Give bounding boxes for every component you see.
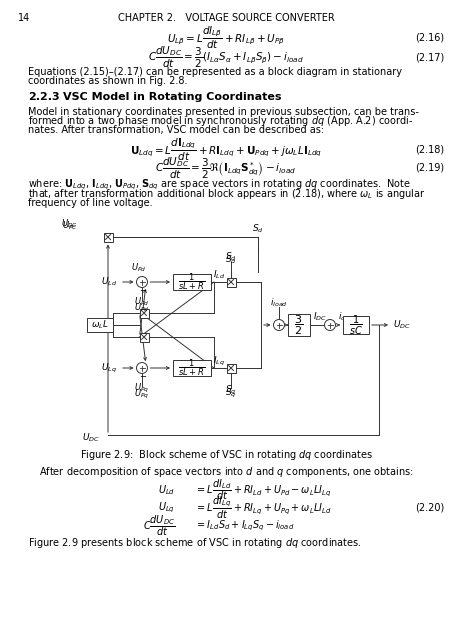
Text: $-$: $-$ <box>139 285 147 294</box>
Text: $U_{Pd}$: $U_{Pd}$ <box>134 296 149 308</box>
Text: $S_d$: $S_d$ <box>252 223 264 236</box>
Text: $\dfrac{1}{sL+R}$: $\dfrac{1}{sL+R}$ <box>178 272 206 292</box>
Bar <box>87 318 113 332</box>
Text: $I_{Ld}$: $I_{Ld}$ <box>213 269 225 281</box>
Text: $U_{Lq}$: $U_{Lq}$ <box>101 362 117 374</box>
Bar <box>140 333 149 342</box>
Text: After decomposition of space vectors into $d$ and $q$ components, one obtains:: After decomposition of space vectors int… <box>39 465 413 479</box>
Text: $U_{Lq}$: $U_{Lq}$ <box>158 500 175 515</box>
Text: $= L\dfrac{dI_{Lq}}{dt} + RI_{Lq} + U_{Pq} + \omega_L LI_{Ld}$: $= L\dfrac{dI_{Lq}}{dt} + RI_{Lq} + U_{P… <box>195 495 332 521</box>
Text: (2.18): (2.18) <box>415 145 444 155</box>
Text: $= L\dfrac{dI_{Ld}}{dt} + RI_{Ld} + U_{Pd} - \omega_L LI_{Lq}$: $= L\dfrac{dI_{Ld}}{dt} + RI_{Ld} + U_{P… <box>195 477 332 502</box>
Text: CHAPTER 2.   VOLTAGE SOURCE CONVERTER: CHAPTER 2. VOLTAGE SOURCE CONVERTER <box>118 13 334 23</box>
Text: where: $\mathbf{U}_{Ldq}$, $\mathbf{I}_{Ldq}$, $\mathbf{U}_{Pdq}$, $\mathbf{S}_{: where: $\mathbf{U}_{Ldq}$, $\mathbf{I}_{… <box>28 178 411 192</box>
Text: (2.17): (2.17) <box>415 52 444 62</box>
Text: $I_{Lq}$: $I_{Lq}$ <box>213 355 225 367</box>
Text: (2.19): (2.19) <box>415 163 444 173</box>
Text: $U_{Pd}$: $U_{Pd}$ <box>134 302 149 314</box>
Text: $\dfrac{3}{2}$: $\dfrac{3}{2}$ <box>294 313 304 337</box>
Bar <box>288 314 310 336</box>
Bar <box>226 364 236 372</box>
Text: frequency of line voltage.: frequency of line voltage. <box>28 198 153 208</box>
Text: $I_{DC}$: $I_{DC}$ <box>313 311 327 323</box>
Text: formed into a two phase model in synchronously rotating $dq$ (App. A.2) coordi-: formed into a two phase model in synchro… <box>28 114 413 128</box>
Text: Equations (2.15)–(2.17) can be represented as a block diagram in stationary: Equations (2.15)–(2.17) can be represent… <box>28 67 402 77</box>
Text: 2.2.3: 2.2.3 <box>28 92 60 102</box>
Text: $U_{Ld}$: $U_{Ld}$ <box>101 276 117 288</box>
Text: nates. After transformation, VSC model can be described as:: nates. After transformation, VSC model c… <box>28 125 324 135</box>
Text: $S_q$: $S_q$ <box>225 383 237 397</box>
Text: $S_d$: $S_d$ <box>225 251 237 263</box>
Text: Figure 2.9 presents block scheme of VSC in rotating $dq$ coordinates.: Figure 2.9 presents block scheme of VSC … <box>28 536 362 550</box>
Bar <box>343 316 369 334</box>
Text: $-$: $-$ <box>139 371 147 380</box>
Bar <box>173 274 211 290</box>
Text: $C\dfrac{dU_{DC}}{dt} = \dfrac{3}{2}\Re\left(\mathbf{I}_{Ldq}\mathbf{S}^*_{dq}\r: $C\dfrac{dU_{DC}}{dt} = \dfrac{3}{2}\Re\… <box>155 156 297 180</box>
Text: (2.20): (2.20) <box>415 503 444 513</box>
Text: $S_q$: $S_q$ <box>225 387 237 399</box>
Text: $\dfrac{1}{sC}$: $\dfrac{1}{sC}$ <box>349 314 363 337</box>
Text: coordinates as shown in Fig. 2.8.: coordinates as shown in Fig. 2.8. <box>28 76 188 86</box>
Circle shape <box>274 319 284 330</box>
Text: $S_d$: $S_d$ <box>225 253 237 266</box>
Text: $U_{Ld}$: $U_{Ld}$ <box>158 483 175 497</box>
Text: 14: 14 <box>18 13 30 23</box>
Text: that, after transformation additional block appears in (2.18), where $\omega_L$ : that, after transformation additional bl… <box>28 187 425 201</box>
Text: $U_{Pq}$: $U_{Pq}$ <box>135 388 149 401</box>
Text: $U_{DC}$: $U_{DC}$ <box>82 432 100 444</box>
Text: $i_{load}$: $i_{load}$ <box>270 297 288 309</box>
Text: $\mathbf{U}_{Ldq} = L\dfrac{d\mathbf{I}_{Ldq}}{dt} + R\mathbf{I}_{Ldq} + \mathbf: $\mathbf{U}_{Ldq} = L\dfrac{d\mathbf{I}_… <box>130 137 322 163</box>
Text: $U_{PC}$: $U_{PC}$ <box>62 220 78 232</box>
Text: $U_{DC}$: $U_{DC}$ <box>393 319 411 332</box>
Text: $i_c$: $i_c$ <box>338 311 346 323</box>
Text: $C\dfrac{dU_{DC}}{dt} = \dfrac{3}{2}(I_{L\alpha}S_{\alpha} + I_{L\beta}S_{\beta}: $C\dfrac{dU_{DC}}{dt} = \dfrac{3}{2}(I_{… <box>148 44 304 70</box>
Circle shape <box>136 362 148 374</box>
Bar <box>103 232 112 241</box>
Text: (2.16): (2.16) <box>415 33 444 43</box>
Bar <box>140 308 149 317</box>
Text: VSC Model in Rotating Coordinates: VSC Model in Rotating Coordinates <box>63 92 281 102</box>
Text: $= I_{Ld}S_d + I_{Lq}S_q - i_{load}$: $= I_{Ld}S_d + I_{Lq}S_q - i_{load}$ <box>195 519 294 533</box>
Text: $U_{Pq}$: $U_{Pq}$ <box>135 382 149 395</box>
Bar <box>226 278 236 287</box>
Circle shape <box>136 276 148 287</box>
Circle shape <box>324 319 336 330</box>
Text: Model in stationary coordinates presented in previous subsection, can be trans-: Model in stationary coordinates presente… <box>28 107 419 117</box>
Text: $\omega_L L$: $\omega_L L$ <box>91 319 109 332</box>
Text: $\dfrac{1}{sL+R}$: $\dfrac{1}{sL+R}$ <box>178 358 206 378</box>
Text: $U_{L\beta} = L\dfrac{dI_{L\beta}}{dt} + RI_{L\beta} + U_{P\beta}$: $U_{L\beta} = L\dfrac{dI_{L\beta}}{dt} +… <box>167 25 285 51</box>
Text: $C\dfrac{dU_{DC}}{dt}$: $C\dfrac{dU_{DC}}{dt}$ <box>143 513 175 538</box>
Bar <box>173 360 211 376</box>
Text: $U_{Pd}$: $U_{Pd}$ <box>131 262 147 275</box>
Text: $U_{DC}$: $U_{DC}$ <box>61 218 78 230</box>
Text: Figure 2.9:  Block scheme of VSC in rotating $dq$ coordinates: Figure 2.9: Block scheme of VSC in rotat… <box>80 448 372 462</box>
